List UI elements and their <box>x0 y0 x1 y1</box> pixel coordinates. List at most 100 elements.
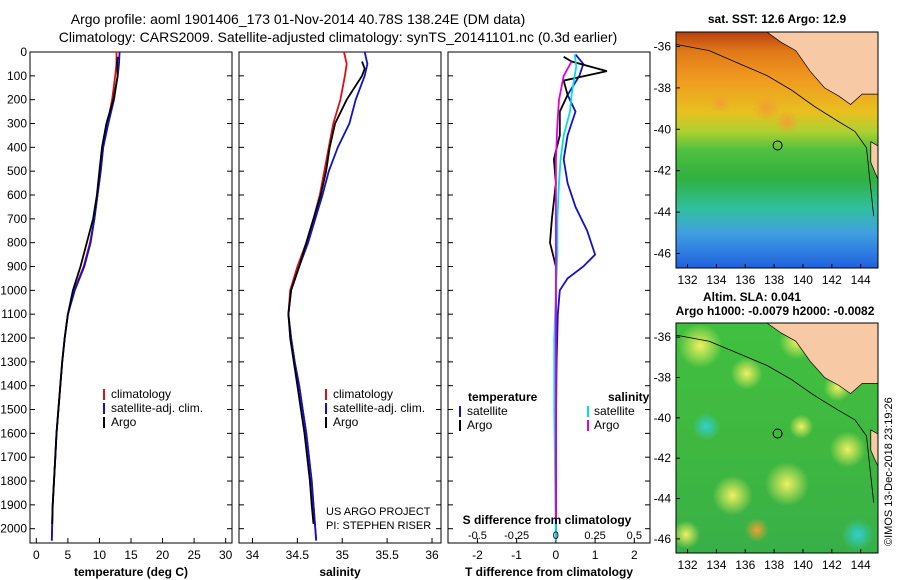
land-mass <box>766 32 878 105</box>
sla-anomaly-patch <box>712 475 753 516</box>
figure-title-line1: Argo profile: aoml 1901406_173 01-Nov-20… <box>71 11 526 27</box>
map-sla-lon-label: 132 <box>678 558 698 572</box>
depth-tick-label: 800 <box>7 236 27 250</box>
sla-anomaly-patch <box>789 414 814 439</box>
shelf-contour <box>676 44 875 217</box>
difference-xtick2-label: 0.5 <box>627 530 642 542</box>
salinity-series-argo <box>287 61 366 524</box>
salinity-panel: 34 34.5 35 35.5 36 salinity <box>238 51 442 579</box>
map-sla-lat-label: -42 <box>654 451 672 465</box>
legend-temperature-title: temperature <box>468 390 538 404</box>
legend-label: Argo <box>467 418 493 432</box>
temperature-xtick-label: 0 <box>33 548 40 562</box>
depth-tick-label: 0 <box>20 45 27 59</box>
map-sst-title: sat. SST: 12.6 Argo: 12.9 <box>708 12 847 26</box>
depth-tick-label: 1800 <box>0 474 27 488</box>
difference-xtick2-label: 0 <box>553 530 559 542</box>
legend-label: Argo <box>111 415 137 429</box>
salinity-series-satellite-adj-clim- <box>287 51 369 541</box>
legend-label: satellite-adj. clim. <box>333 401 425 415</box>
project-annotation: US ARGO PROJECT <box>326 506 431 518</box>
depth-tick-label: 100 <box>7 69 27 83</box>
difference-xtick-label: -2 <box>472 548 483 562</box>
tasmania-land <box>870 429 878 467</box>
map-sla-lat-label: -40 <box>654 411 672 425</box>
salinity-xtick-label: 34.5 <box>286 548 310 562</box>
difference-xtick-label: -1 <box>511 548 522 562</box>
depth-tick-label: 1600 <box>0 426 27 440</box>
temperature-series-argo <box>51 56 119 524</box>
difference-panel: -2 -1 0 1 2 T difference from climatology <box>447 51 651 579</box>
sla-anomaly-patch <box>676 520 701 549</box>
map-sla-lon-label: 134 <box>706 558 726 572</box>
salinity-xtick-label: 36 <box>425 548 439 562</box>
sla-anomaly-patch <box>730 357 763 390</box>
depth-tick-label: 600 <box>7 188 27 202</box>
map-sst-lon-label: 138 <box>764 273 784 287</box>
map-sst-lat-label: -40 <box>654 122 672 136</box>
depth-tick-label: 1000 <box>0 283 27 297</box>
map-sst-lat-label: -44 <box>654 205 672 219</box>
difference-xtick-label: 0 <box>553 548 560 562</box>
legend-label: climatology <box>333 387 393 401</box>
salinity-xlabel: salinity <box>319 565 361 579</box>
depth-tick-label: 400 <box>7 140 27 154</box>
sla-anomaly-patch <box>678 324 723 368</box>
difference-axes-box <box>447 51 651 544</box>
difference-xtick2-label: 0.25 <box>584 530 605 542</box>
map-sla-lat-label: -46 <box>654 532 672 546</box>
shelf-contour <box>676 334 875 503</box>
map-sst-lon-label: 144 <box>851 273 871 287</box>
salinity-series-climatology <box>287 51 348 541</box>
temperature-series-satellite-adj-clim- <box>50 51 121 541</box>
temperature-xtick-label: 5 <box>65 548 72 562</box>
salinity-xtick-label: 35.5 <box>375 548 399 562</box>
difference-series-temperature-argo <box>549 56 608 524</box>
depth-tick-label: 1900 <box>0 498 27 512</box>
difference-xtick-label: 2 <box>631 548 638 562</box>
map-sla-lon-label: 144 <box>851 558 871 572</box>
depth-tick-label: 1200 <box>0 331 27 345</box>
credit-text: ©IMOS 13-Dec-2018 23:19:26 <box>883 397 895 546</box>
depth-tick-label: 1100 <box>1 307 27 321</box>
map-sla-panel: 132 134 136 138 140 142 144 -36 -38 -40 -42 -44 -46 <box>654 322 879 572</box>
map-sst-lat-label: -46 <box>654 247 672 261</box>
map-sst-frame <box>675 31 879 269</box>
map-sst-panel: 132 134 136 138 140 142 144 -36 -38 -40 -42 -44 -46 <box>654 31 879 287</box>
map-sst-lon-label: 140 <box>793 273 813 287</box>
difference-xlabel: T difference from climatology <box>465 565 633 579</box>
legend-label: Argo <box>333 415 359 429</box>
figure-title-line2: Climatology: CARS2009. Satellite-adjuste… <box>59 29 617 45</box>
map-sla-lon-label: 140 <box>793 558 813 572</box>
temperature-axes-box <box>29 51 233 544</box>
salinity-xtick-label: 34 <box>246 548 260 562</box>
salinity-xtick-label: 35 <box>336 548 350 562</box>
difference-series-salinity-satellite <box>553 54 578 541</box>
temperature-xtick-label: 15 <box>124 548 138 562</box>
legend-label: satellite <box>467 404 508 418</box>
sla-anomaly-patch <box>692 412 721 441</box>
depth-tick-label: 2000 <box>0 522 27 536</box>
temperature-xtick-label: 20 <box>156 548 170 562</box>
argo-float-marker <box>772 140 783 151</box>
temperature-xtick-label: 25 <box>187 548 201 562</box>
legend-label: satellite <box>594 404 635 418</box>
sst-warm-patch <box>775 109 800 134</box>
map-sst-lat-label: -42 <box>654 164 672 178</box>
difference-xtick2-label: -0.5 <box>468 530 487 542</box>
difference-series-salinity-argo <box>555 61 573 524</box>
temperature-panel: 0100200300400500600700800900100011001200… <box>0 45 232 579</box>
depth-tick-label: 1700 <box>0 450 27 464</box>
map-sla-field <box>676 323 878 553</box>
map-sla-lon-label: 138 <box>764 558 784 572</box>
depth-tick-label: 300 <box>7 117 27 131</box>
legend-label: satellite-adj. clim. <box>111 401 203 415</box>
map-sla-lon-label: 136 <box>735 558 755 572</box>
pi-annotation: PI: STEPHEN RISER <box>326 520 431 532</box>
map-sla-frame <box>675 322 879 554</box>
map-panels: 132 134 136 138 140 142 144-36-38-40-42-44-461… <box>654 12 879 572</box>
difference-series-temperature-satellite <box>555 53 597 541</box>
map-sst-lat-label: -36 <box>654 39 672 53</box>
land-mass <box>766 323 878 395</box>
